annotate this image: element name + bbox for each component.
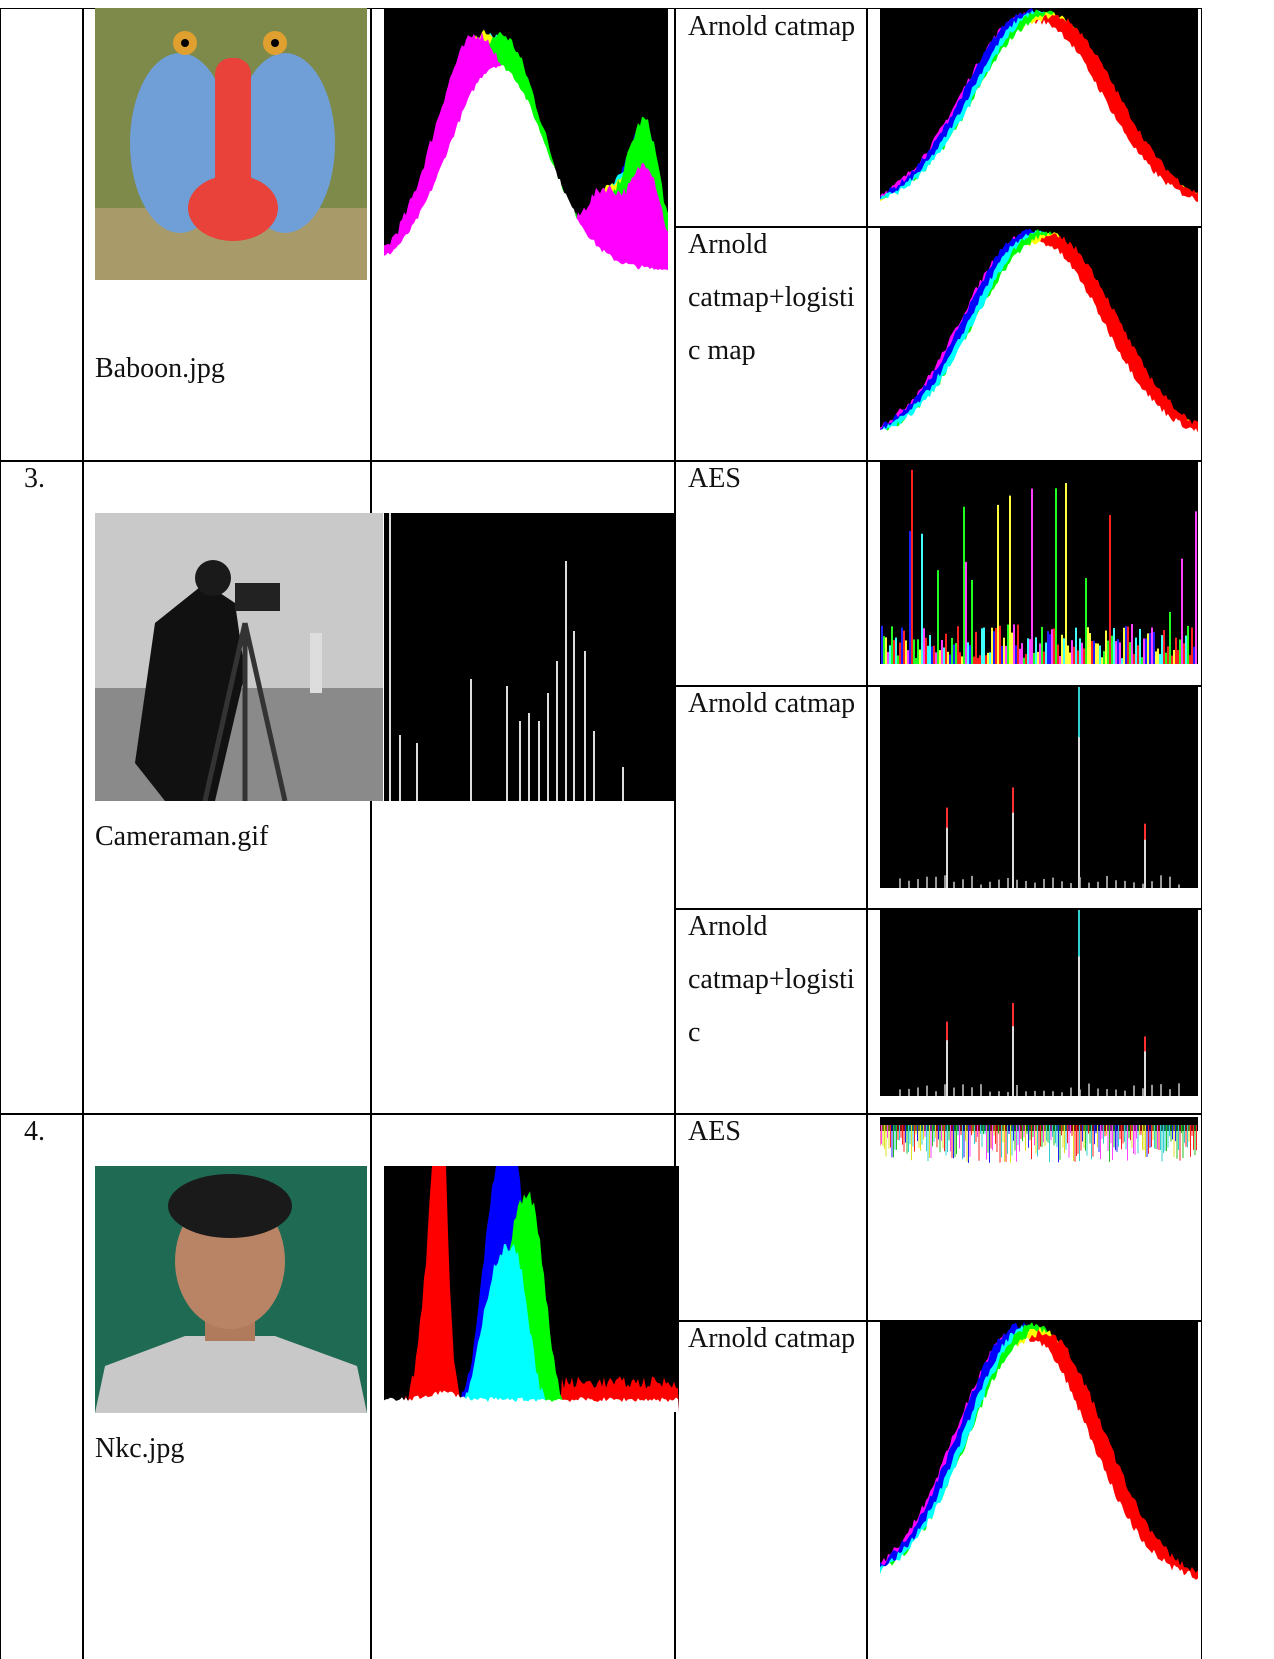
number-cell: [0, 8, 84, 462]
number-cell: [0, 1113, 84, 1659]
histogram: [880, 687, 1198, 888]
histogram: [880, 1115, 1198, 1170]
image-name: Nkc.jpg: [95, 1422, 355, 1475]
method-name: Arnold catmap+logistic: [688, 900, 856, 1059]
histogram: [384, 8, 668, 270]
baboon-image: [95, 8, 367, 280]
cameraman-image: [95, 513, 383, 801]
row-number: 4.: [24, 1105, 74, 1158]
method-name: AES: [688, 452, 856, 505]
histogram: [880, 8, 1198, 208]
method-name: Arnold catmap: [688, 1312, 856, 1365]
nkc-image: [95, 1166, 367, 1413]
histogram: [880, 1322, 1198, 1582]
image-name: Baboon.jpg: [95, 342, 355, 395]
histogram: [880, 910, 1198, 1096]
method-name: Arnold catmap: [688, 677, 856, 730]
page: Arnold catmap Arnold catmap+logistic map 3…: [0, 0, 1274, 1659]
row-number: 3.: [24, 452, 74, 505]
method-cell: [674, 1320, 868, 1659]
histogram: [384, 1166, 679, 1412]
histogram: [880, 228, 1198, 440]
image-name: Cameraman.gif: [95, 810, 355, 863]
method-name: Arnold catmap+logistic map: [688, 218, 856, 377]
number-cell: [0, 460, 84, 1115]
histogram: [880, 462, 1198, 664]
histogram: [384, 513, 676, 801]
method-name: AES: [688, 1105, 856, 1158]
method-name: Arnold catmap: [688, 0, 856, 53]
